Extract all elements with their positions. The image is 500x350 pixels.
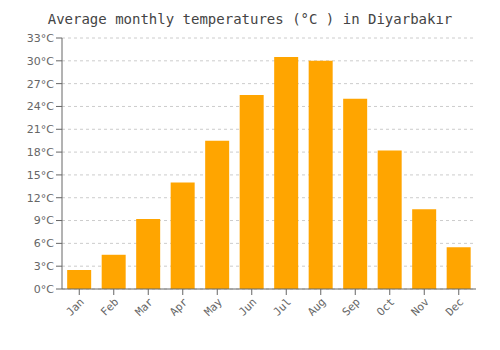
svg-text:Aug: Aug [305, 295, 328, 318]
svg-text:27°C: 27°C [27, 78, 54, 91]
svg-text:18°C: 18°C [27, 146, 54, 159]
svg-text:30°C: 30°C [27, 55, 54, 68]
svg-text:9°C: 9°C [34, 214, 54, 227]
svg-text:3°C: 3°C [34, 260, 54, 273]
svg-text:Nov: Nov [409, 295, 433, 319]
svg-text:Oct: Oct [374, 295, 397, 318]
svg-text:24°C: 24°C [27, 100, 54, 113]
svg-text:6°C: 6°C [34, 237, 54, 250]
svg-text:33°C: 33°C [27, 32, 54, 45]
svg-text:12°C: 12°C [27, 192, 54, 205]
svg-text:Jul: Jul [271, 295, 294, 318]
svg-text:Feb: Feb [98, 295, 121, 318]
svg-text:Jun: Jun [236, 295, 259, 318]
svg-text:Mar: Mar [133, 295, 157, 319]
svg-text:Dec: Dec [443, 295, 466, 318]
svg-text:21°C: 21°C [27, 123, 54, 136]
svg-text:0°C: 0°C [34, 283, 54, 296]
svg-text:Sep: Sep [340, 295, 363, 318]
svg-text:May: May [202, 295, 226, 319]
svg-text:Apr: Apr [167, 295, 191, 319]
svg-text:15°C: 15°C [27, 169, 54, 182]
svg-text:Jan: Jan [64, 295, 87, 318]
html-text:Average monthly temperatures (: Average monthly temperatures (°C ) in Di… [47, 11, 453, 27]
